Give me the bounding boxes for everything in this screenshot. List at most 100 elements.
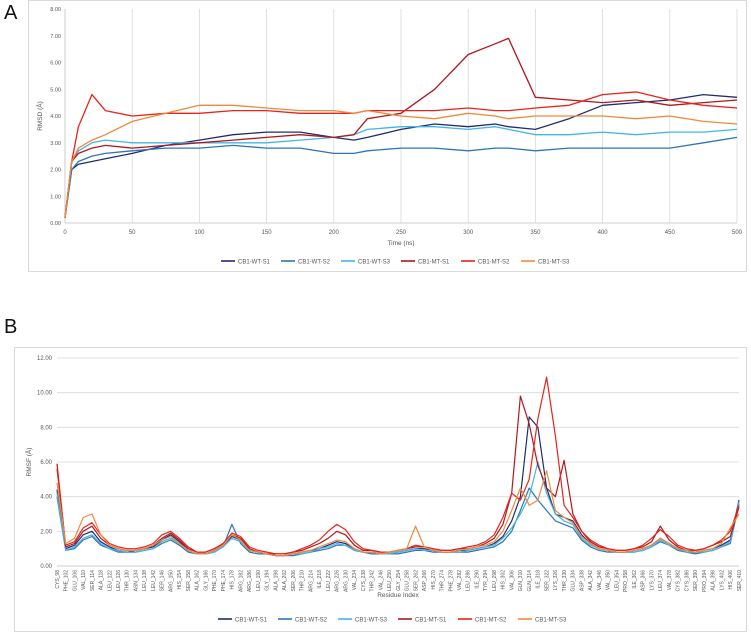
y-tick-label-4: 8.00 [40,425,52,431]
x-tick-label-67: ASP_366 [641,570,647,591]
x-tick-label-14: HIS_154 [177,570,183,590]
x-tick-label-5: 250 [396,230,407,236]
y-tick-label-8: 8.00 [50,7,61,13]
x-tick-label-13: ARG_150 [169,570,175,592]
x-tick-label-0: CYS_98 [55,570,61,589]
x-tick-label-44: THR_274 [440,570,446,592]
legend-label-3: CB1-MT-S1 [418,260,450,266]
series-line-cb1-wt-s2 [64,136,738,218]
x-tick-label-6: LEU_122 [107,570,113,591]
x-tick-label-36: THR_242 [370,570,376,592]
x-tick-label-34: VAL_234 [352,570,358,590]
y-tick-label-2: 4.00 [40,495,52,501]
x-axis-title: Time (ns) [387,240,414,247]
x-tick-label-11: LEU_142 [151,570,157,591]
x-tick-label-6: 300 [463,230,474,236]
x-tick-label-4: SER_114 [90,570,96,591]
y-axis-title: RMSD (Å) [35,101,44,131]
x-tick-label-77: HIS_406 [728,570,734,590]
x-tick-label-59: GLU_334 [571,570,577,592]
legend-label-5: CB1-MT-S3 [535,618,567,624]
x-tick-label-42: ASP_266 [422,570,428,591]
x-tick-label-35: CYS_238 [361,570,367,592]
x-tick-label-24: GLY_194 [265,570,271,591]
x-tick-label-76: LYS_402 [719,570,725,590]
x-tick-label-63: VAL_350 [606,570,612,590]
legend-label-4: CB1-MT-S2 [475,618,507,624]
x-tick-label-7: LEU_126 [116,570,122,591]
x-tick-label-54: GLN_314 [527,570,533,592]
x-tick-label-48: ILE_290 [475,570,481,589]
x-tick-label-72: CYS_386 [684,570,690,592]
x-tick-label-74: PRO_394 [702,570,708,592]
series-line-cb1-mt-s2 [56,376,740,555]
x-tick-label-78: SER_410 [737,570,743,592]
y-tick-label-1: 2.00 [40,529,52,535]
x-tick-label-49: TYR_294 [483,570,489,591]
x-tick-label-66: ILE_362 [632,570,638,589]
x-tick-label-1: PHE_102 [64,570,70,592]
x-tick-label-15: SER_158 [186,570,192,592]
legend-label-0: CB1-WT-S1 [235,618,268,624]
legend-label-3: CB1-MT-S1 [415,618,447,624]
x-tick-label-38: LEU_250 [387,570,393,591]
x-tick-label-3: VAL_110 [81,570,87,590]
x-tick-label-25: ALA_198 [273,570,279,591]
x-tick-label-33: ARG_230 [343,570,349,592]
x-tick-label-26: ALA_202 [282,570,288,591]
x-tick-label-75: ALA_398 [711,570,717,591]
x-tick-label-7: 350 [530,230,541,236]
rmsd-chart-box: 0 50 100 150 200 250 300 350 400 450 500 0.00 1.00 2.… [28,0,747,272]
x-tick-label-39: GLY_254 [396,570,402,591]
rmsf-chart-box: 0.00 2.00 4.00 6.00 8.00 10.00 12.00 CYS_98 PHE_… [14,347,747,632]
y-tick-label-7: 7.00 [50,34,61,40]
x-tick-label-57: LYS_326 [553,570,559,590]
y-tick-label-2: 2.00 [50,168,61,174]
x-tick-label-23: LEU_190 [256,570,262,591]
panel-a-label: A [4,2,18,24]
y-tick-label-0: 0.00 [50,221,61,227]
x-tick-label-65: PRO_358 [623,570,629,592]
x-tick-label-27: SER_206 [291,570,297,592]
x-tick-label-61: ALA_342 [588,570,594,591]
x-tick-label-73: SER_390 [693,570,699,592]
x-tick-label-56: SER_322 [544,570,550,592]
x-tick-label-47: LEU_286 [466,570,472,591]
legend-label-1: CB1-WT-S2 [298,260,331,266]
x-tick-label-2: 100 [194,230,205,236]
series-line-cb1-mt-s1 [56,395,740,555]
x-tick-label-71: CYS_382 [676,570,682,592]
series-line-cb1-mt-s1 [64,37,738,218]
series-line-cb1-wt-s1 [64,93,738,218]
x-tick-label-12: SER_146 [160,570,166,592]
x-tick-label-1: 50 [129,230,136,236]
x-tick-label-8: 400 [598,230,609,236]
x-tick-label-3: 150 [262,230,273,236]
y-tick-label-6: 12.00 [37,356,53,362]
x-axis-title: Residue Index [377,592,419,599]
x-tick-label-46: VAL_282 [457,570,463,590]
x-tick-label-10: 500 [732,230,743,236]
x-tick-label-22: ARG_186 [247,570,253,592]
x-tick-label-68: LYS_370 [649,570,655,590]
y-tick-label-5: 10.00 [37,391,53,397]
x-tick-label-4: 200 [329,230,340,236]
x-tick-label-60: ASP_338 [579,570,585,591]
x-tick-label-2: GLU_106 [72,570,78,592]
x-tick-label-9: 450 [665,230,676,236]
y-tick-label-0: 0.00 [40,564,52,570]
x-tick-label-29: ARG_214 [308,570,314,592]
legend-label-4: CB1-MT-S2 [478,260,510,266]
series-line-cb1-wt-s2 [56,487,740,557]
x-tick-label-55: ILE_318 [536,570,542,589]
legend-label-2: CB1-WT-S3 [355,618,388,624]
x-tick-label-52: VAL_306 [510,570,516,590]
y-tick-label-6: 6.00 [50,61,61,67]
y-tick-label-4: 4.00 [50,114,61,120]
legend-label-0: CB1-WT-S1 [238,260,271,266]
x-tick-label-31: LEU_222 [326,570,332,591]
x-tick-label-45: PHE_278 [448,570,454,592]
x-tick-label-62: VAL_346 [597,570,603,590]
x-tick-label-51: HIS_302 [501,570,507,590]
